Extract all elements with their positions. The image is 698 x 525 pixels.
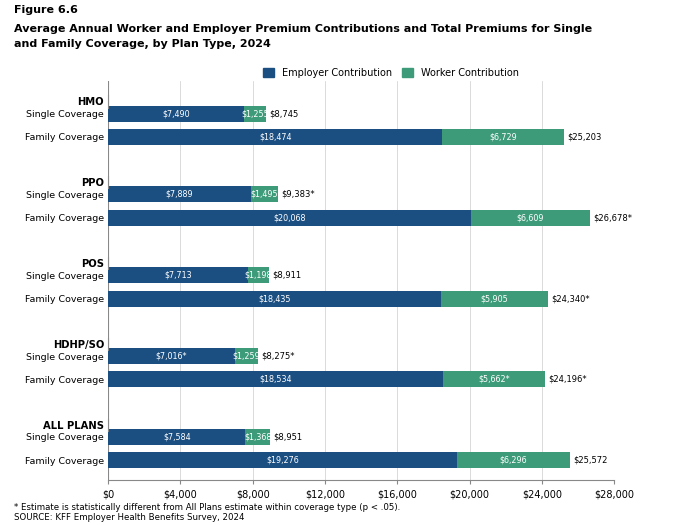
Text: $19,276: $19,276 (266, 456, 299, 465)
Bar (456, 452, 570, 468)
Text: Figure 6.6: Figure 6.6 (14, 5, 78, 15)
Text: $8,745: $8,745 (269, 109, 299, 118)
Bar (442, 129, 564, 145)
Bar (251, 186, 278, 203)
Text: $1,495: $1,495 (251, 190, 278, 199)
Text: $5,905: $5,905 (481, 294, 509, 303)
Legend: Employer Contribution, Worker Contribution: Employer Contribution, Worker Contributi… (262, 68, 519, 78)
Bar (471, 209, 591, 226)
Text: $24,340*: $24,340* (551, 294, 590, 303)
Text: $6,609: $6,609 (517, 213, 544, 222)
Bar (108, 452, 456, 468)
Text: $7,490: $7,490 (162, 109, 190, 118)
Bar (108, 106, 244, 122)
Bar (248, 267, 269, 284)
Text: $18,435: $18,435 (258, 294, 291, 303)
Text: $1,198: $1,198 (245, 271, 272, 280)
Text: $18,474: $18,474 (259, 132, 291, 141)
Bar (244, 106, 266, 122)
Text: $20,068: $20,068 (274, 213, 306, 222)
Bar (245, 429, 270, 445)
Bar (235, 348, 258, 364)
Text: SOURCE: KFF Employer Health Benefits Survey, 2024: SOURCE: KFF Employer Health Benefits Sur… (14, 513, 244, 522)
Text: and Family Coverage, by Plan Type, 2024: and Family Coverage, by Plan Type, 2024 (14, 39, 271, 49)
Text: $9,383*: $9,383* (281, 190, 315, 199)
Text: $1,255: $1,255 (241, 109, 269, 118)
Text: $25,203: $25,203 (567, 132, 601, 141)
Text: $7,713: $7,713 (164, 271, 192, 280)
Text: $6,729: $6,729 (489, 132, 517, 141)
Text: $8,911: $8,911 (272, 271, 302, 280)
Text: $7,889: $7,889 (165, 190, 193, 199)
Text: $8,951: $8,951 (273, 433, 302, 442)
Text: $25,572: $25,572 (574, 456, 608, 465)
Text: $24,196*: $24,196* (549, 375, 588, 384)
Text: $26,678*: $26,678* (593, 213, 632, 222)
Text: * Estimate is statistically different from All Plans estimate within coverage ty: * Estimate is statistically different fr… (14, 503, 400, 512)
Bar (108, 186, 251, 203)
Bar (441, 290, 548, 307)
Bar (108, 209, 471, 226)
Text: $1,259: $1,259 (232, 352, 260, 361)
Bar (108, 429, 245, 445)
Bar (108, 348, 235, 364)
Bar (108, 371, 443, 387)
Bar (443, 371, 546, 387)
Bar (108, 267, 248, 284)
Text: $1,368: $1,368 (244, 433, 272, 442)
Bar (108, 290, 441, 307)
Bar (108, 129, 442, 145)
Text: $7,584: $7,584 (163, 433, 191, 442)
Text: Average Annual Worker and Employer Premium Contributions and Total Premiums for : Average Annual Worker and Employer Premi… (14, 24, 592, 34)
Text: $6,296: $6,296 (500, 456, 527, 465)
Text: $7,016*: $7,016* (156, 352, 187, 361)
Text: $5,662*: $5,662* (479, 375, 510, 384)
Text: $18,534: $18,534 (260, 375, 292, 384)
Text: $8,275*: $8,275* (261, 352, 295, 361)
